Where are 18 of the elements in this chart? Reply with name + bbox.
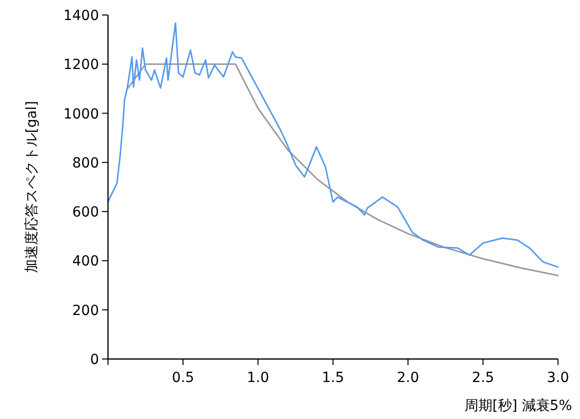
- y-axis-title: 加速度応答スペクトル[gal]: [24, 100, 40, 274]
- x-tick-label: 0.5: [172, 370, 194, 386]
- x-tick-label: 3.0: [546, 370, 570, 386]
- y-tick-label: 800: [72, 155, 99, 172]
- x-tick-label: 2.5: [472, 370, 494, 386]
- y-tick-label: 200: [72, 302, 99, 319]
- y-tick-label: 1400: [63, 8, 99, 24]
- line-series: [107, 22, 559, 268]
- y-tick-label: 600: [72, 204, 99, 221]
- y-tick-label: 400: [72, 254, 99, 270]
- y-tick-label: 1000: [63, 106, 99, 122]
- y-tick-label: 0: [90, 352, 99, 368]
- line-series: [126, 63, 559, 276]
- y-tick-label: 1200: [63, 57, 99, 74]
- x-tick-label: 2.0: [396, 370, 420, 386]
- x-tick-label: 1.0: [246, 370, 270, 386]
- x-axis-title: 周期[秒] 減衰5%: [464, 398, 572, 414]
- x-tick-label: 1.5: [322, 370, 344, 386]
